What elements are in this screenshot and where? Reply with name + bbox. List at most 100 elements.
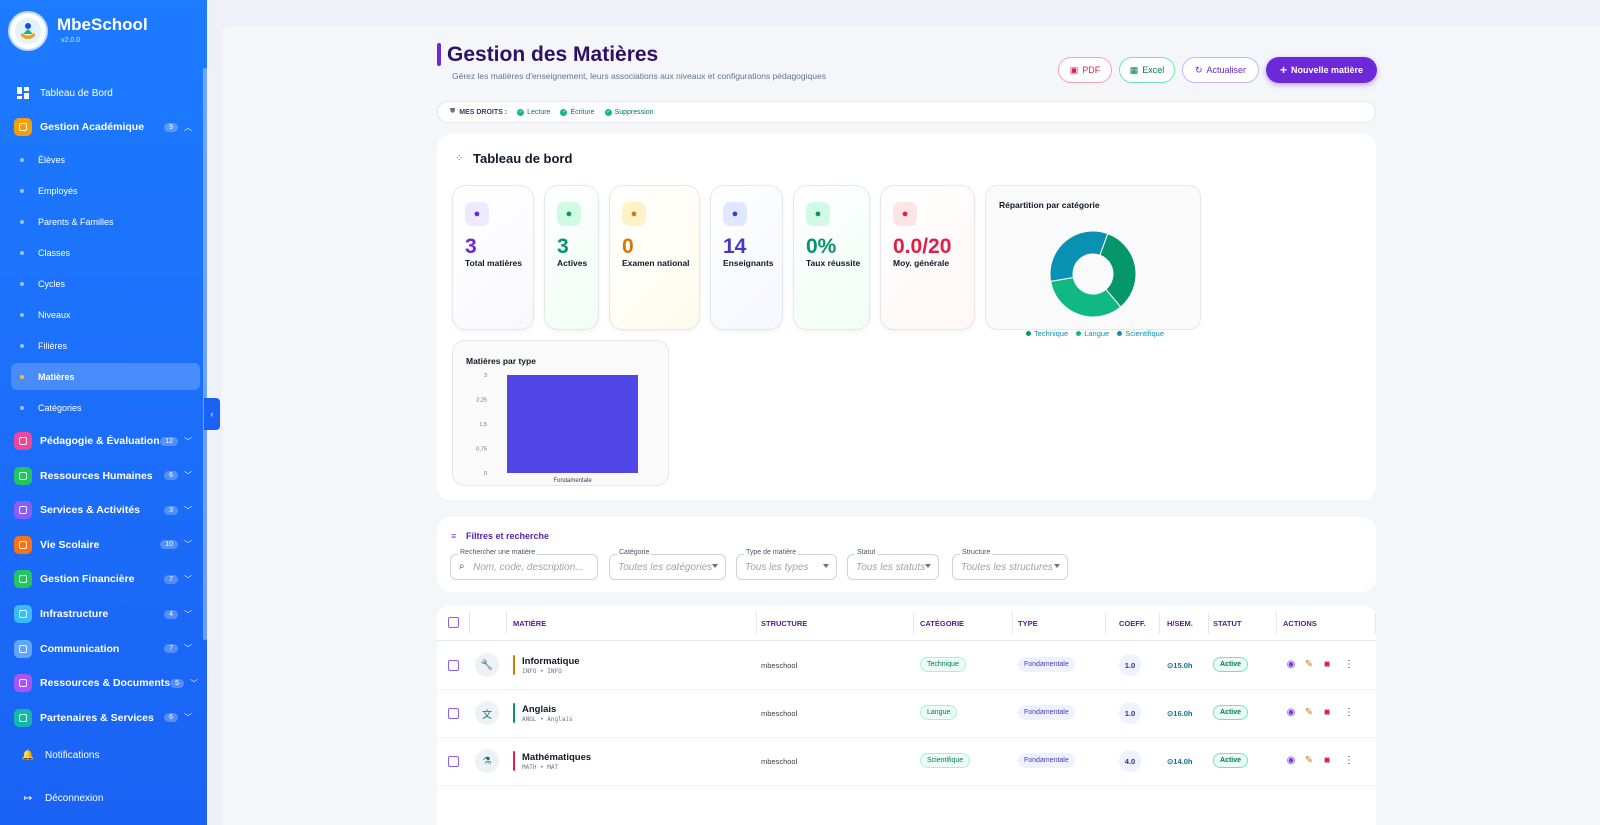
export-excel-button[interactable]: ▦ Excel — [1119, 57, 1175, 83]
sidebar-item-categories[interactable]: Catégories — [11, 394, 200, 421]
sidebar-item-dashboard[interactable]: Tableau de Bord — [11, 79, 200, 107]
hours-per-week: ⊙14.0h — [1167, 757, 1193, 766]
bullet-icon — [20, 250, 24, 255]
column-divider — [1105, 613, 1106, 634]
subject-name[interactable]: Mathématiques — [522, 752, 592, 763]
sidebar-group-gestion-academique[interactable]: Gestion Académique 9 ︿ — [11, 113, 200, 141]
filter-select-3[interactable]: Structure Toutes les structures — [952, 549, 1068, 580]
trend-icon: ● — [893, 202, 917, 226]
export-pdf-button[interactable]: ▣ PDF — [1058, 57, 1112, 83]
filters-title: Filtres et recherche — [466, 531, 550, 541]
table-icon: ▦ — [1129, 64, 1139, 75]
column-header[interactable]: CATÉGORIE — [920, 619, 965, 628]
sidebar-item-filieres[interactable]: Filières — [11, 332, 200, 359]
refresh-button[interactable]: ↻ Actualiser — [1182, 57, 1259, 83]
sidebar-group-infrastructure[interactable]: Infrastructure 4 ﹀ — [11, 600, 200, 628]
row-checkbox[interactable] — [448, 660, 459, 671]
sidebar-group-label: Gestion Financière — [40, 573, 135, 586]
edit-icon[interactable]: ✎ — [1304, 659, 1314, 670]
sidebar-group-ressources-documents[interactable]: Ressources & Documents 5 ﹀ — [11, 669, 200, 697]
sidebar-group-vie-scolaire[interactable]: Vie Scolaire 10 ﹀ — [11, 531, 200, 559]
column-header[interactable]: STATUT — [1213, 619, 1242, 628]
search-input[interactable]: Rechercher une matière ⌕ Nom, code, desc… — [450, 549, 598, 580]
pie-slice-scientifique[interactable] — [1049, 230, 1109, 283]
sidebar-item-classes[interactable]: Classes — [11, 239, 200, 266]
search-placeholder: Nom, code, description... — [473, 561, 584, 573]
stat-card: ● 0 Examen national — [609, 185, 700, 330]
sidebar-item-cycles[interactable]: Cycles — [11, 270, 200, 297]
bullet-icon — [20, 188, 24, 193]
pie-slice-technique[interactable] — [1099, 232, 1137, 308]
sidebar-item-matieres[interactable]: Matières — [11, 363, 200, 390]
bullet-icon — [20, 374, 24, 379]
more-icon[interactable]: ⋮ — [1344, 707, 1354, 718]
column-header[interactable]: COEFF. — [1119, 619, 1146, 628]
y-tick-label: 3 — [484, 373, 487, 379]
view-icon[interactable]: ◉ — [1286, 755, 1296, 766]
stat-label: Enseignants — [723, 258, 774, 268]
flag-icon: ● — [806, 202, 830, 226]
sidebar-item-label: Cycles — [38, 278, 66, 289]
column-divider — [1375, 613, 1376, 634]
sidebar-group-pedagogie-evaluation[interactable]: Pédagogie & Évaluation 12 ﹀ — [11, 427, 200, 455]
sidebar-item-parents-familles[interactable]: Parents & Familles — [11, 208, 200, 235]
edit-icon[interactable]: ✎ — [1304, 755, 1314, 766]
delete-icon[interactable]: ■ — [1323, 659, 1331, 670]
sidebar-item-label: Filières — [38, 340, 68, 351]
sidebar-group-communication[interactable]: Communication 7 ﹀ — [11, 635, 200, 663]
sidebar-item-label: Matières — [38, 371, 75, 382]
column-header[interactable]: STRUCTURE — [761, 619, 808, 628]
delete-icon[interactable]: ■ — [1323, 755, 1331, 766]
sidebar-group-ressources-humaines[interactable]: Ressources Humaines 6 ﹀ — [11, 462, 200, 490]
filter-select-1[interactable]: Type de matière Tous les types — [736, 549, 837, 580]
permission-read: ✓ Lecture — [517, 108, 551, 116]
edit-icon[interactable]: ✎ — [1304, 707, 1314, 718]
column-header[interactable]: ACTIONS — [1283, 619, 1317, 628]
field-label: Catégorie — [617, 549, 652, 556]
row-checkbox[interactable] — [448, 708, 459, 719]
column-header[interactable]: TYPE — [1018, 619, 1038, 628]
filter-select-0[interactable]: Catégorie Toutes les catégories — [609, 549, 726, 580]
sidebar-scrollbar[interactable] — [203, 68, 207, 640]
sidebar-item-notifications[interactable]: 🔔 Notifications — [11, 741, 200, 769]
filter-select-2[interactable]: Statut Tous les statuts — [847, 549, 939, 580]
category-color-bar — [513, 703, 515, 723]
donut-chart — [1049, 230, 1137, 318]
pie-slice-langue[interactable] — [1050, 276, 1122, 318]
bar-fondamentale[interactable] — [507, 375, 638, 473]
stat-label: Total matières — [465, 258, 523, 268]
select-all-checkbox[interactable] — [448, 617, 459, 628]
sidebar-item-logout[interactable]: ↦ Déconnexion — [11, 784, 200, 812]
clock-icon: ⊙ — [1167, 709, 1174, 718]
bell-icon: 🔔 — [21, 749, 35, 761]
brand[interactable]: MbeSchool v2.0.0 — [8, 11, 148, 51]
sidebar-item-eleves[interactable]: Élèves — [11, 146, 200, 173]
type-chip: Fondamentale — [1018, 657, 1075, 672]
chevron-up-icon: ︿ — [184, 122, 192, 132]
view-icon[interactable]: ◉ — [1286, 707, 1296, 718]
filter-icon: ≡ — [451, 531, 457, 541]
more-icon[interactable]: ⋮ — [1344, 755, 1354, 766]
chart-legend: Technique Langue Scientifique — [1026, 329, 1164, 338]
sidebar-group-services-activites[interactable]: Services & Activités 3 ﹀ — [11, 496, 200, 524]
view-icon[interactable]: ◉ — [1286, 659, 1296, 670]
sidebar-group-partenaires-services[interactable]: Partenaires & Services 6 ﹀ — [11, 704, 200, 732]
column-header[interactable]: MATIÈRE — [513, 619, 547, 628]
delete-icon[interactable]: ■ — [1323, 707, 1331, 718]
graduation-cap-icon — [14, 118, 32, 136]
row-checkbox[interactable] — [448, 756, 459, 767]
subject-name[interactable]: Informatique — [522, 656, 580, 667]
sidebar-collapse-button[interactable]: ‹ — [204, 398, 220, 430]
select-value: Tous les types — [745, 561, 809, 573]
button-label: Actualiser — [1206, 65, 1247, 75]
sidebar-item-employes[interactable]: Employés — [11, 177, 200, 204]
column-header[interactable]: H/SEM. — [1167, 619, 1193, 628]
more-icon[interactable]: ⋮ — [1344, 659, 1354, 670]
new-subject-button[interactable]: + Nouvelle matière — [1266, 57, 1377, 83]
sidebar-item-label: Notifications — [45, 749, 100, 761]
subject-name[interactable]: Anglais — [522, 704, 557, 715]
sidebar-group-gestion-financiere[interactable]: Gestion Financière 7 ﹀ — [11, 565, 200, 593]
stat-card: ● 3 Total matières — [452, 185, 534, 330]
title-accent-bar — [437, 43, 441, 66]
sidebar-item-niveaux[interactable]: Niveaux — [11, 301, 200, 328]
